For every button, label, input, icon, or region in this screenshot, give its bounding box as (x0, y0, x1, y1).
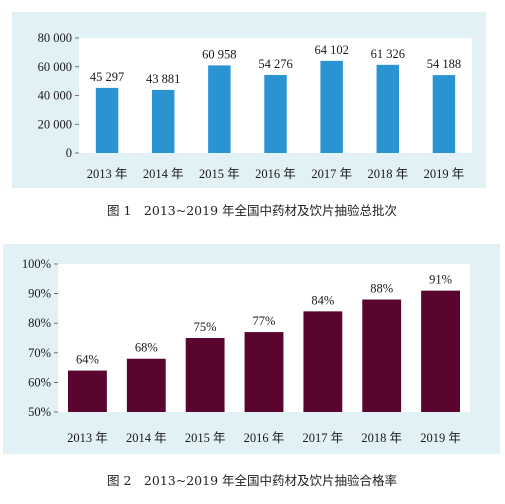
chart-2-y-tick-label: 60% (28, 375, 51, 389)
chart-1-value-label: 54 276 (258, 57, 292, 71)
chart-2-y-tick-label: 90% (28, 287, 51, 301)
chart-1-bar (151, 89, 175, 153)
chart-1-value-label: 60 958 (202, 47, 236, 61)
chart-1-value-label: 54 188 (427, 57, 461, 71)
chart-1-category-label: 2017 年 (311, 167, 352, 181)
chart-1-bar (320, 60, 343, 153)
chart-1-y-tick-label: 40 000 (38, 89, 72, 103)
chart-1-y-tick-label: 80 000 (38, 31, 72, 45)
chart-2-bar (421, 290, 460, 412)
chart-2-y-tick-label: 80% (28, 316, 51, 330)
chart-1-category-label: 2016 年 (255, 167, 296, 181)
chart-2-category-label: 2016 年 (244, 431, 285, 445)
chart-2-y-tick-label: 70% (28, 346, 51, 360)
chart-1-total-batches: 0 20 000 40 000 60 000 80 000 45 297 2013 年 43 … (12, 12, 486, 188)
chart-1-category-label: 2013 年 (87, 167, 128, 181)
chart-2-bar (68, 370, 107, 412)
chart-1-bar (208, 65, 231, 153)
chart-2-y-tick-label: 100% (22, 257, 51, 271)
chart-2-category-label: 2013 年 (67, 431, 108, 445)
chart-2-value-label: 75% (194, 320, 217, 334)
chart-2-category-label: 2017 年 (303, 431, 344, 445)
chart-2-bar (126, 358, 166, 412)
chart-1-bar (264, 74, 287, 153)
chart-2-bar (303, 311, 343, 412)
chart-2-category-label: 2019 年 (420, 431, 461, 445)
chart-1-y-tick-label: 60 000 (38, 60, 72, 74)
chart-2-category-label: 2014 年 (126, 431, 167, 445)
chart-1-value-label: 61 326 (371, 47, 405, 61)
chart-1-value-label: 43 881 (146, 72, 180, 86)
chart-2-bar (185, 338, 225, 412)
chart-1-value-label: 64 102 (314, 43, 348, 57)
chart-1-bar (376, 64, 400, 153)
chart-2-value-label: 77% (253, 314, 276, 328)
chart-1-value-label: 45 297 (90, 70, 124, 84)
chart-2-value-label: 64% (76, 353, 99, 367)
chart-2-value-label: 91% (429, 273, 452, 287)
chart-2-value-label: 88% (370, 282, 393, 296)
chart-2-bar (362, 299, 402, 412)
chart-2-y-tick-label: 50% (28, 405, 51, 419)
chart-2-pass-rate: 50% 60% 70% 80% 90% 100% 64% 2013 年 68% 2014 年 75%… (3, 244, 500, 454)
chart-2-caption: 图 2 2013~2019 年全国中药材及饮片抽验合格率 (107, 473, 397, 488)
chart-1-bar (432, 75, 456, 153)
chart-1-category-label: 2019 年 (424, 167, 465, 181)
chart-2-category-label: 2018 年 (361, 431, 402, 445)
chart-1-caption: 图 1 2013~2019 年全国中药材及饮片抽验总批次 (107, 203, 397, 218)
chart-2-bar (244, 332, 284, 412)
chart-1-category-label: 2015 年 (199, 167, 240, 181)
chart-1-category-label: 2014 年 (143, 167, 184, 181)
chart-1-y-tick-label: 0 (66, 146, 72, 160)
chart-1-y-tick-label: 20 000 (38, 117, 72, 131)
chart-1-bar (95, 87, 119, 153)
chart-2-value-label: 68% (135, 341, 158, 355)
chart-1-category-label: 2018 年 (367, 167, 408, 181)
chart-2-category-label: 2015 年 (185, 431, 226, 445)
chart-2-value-label: 84% (311, 293, 334, 307)
